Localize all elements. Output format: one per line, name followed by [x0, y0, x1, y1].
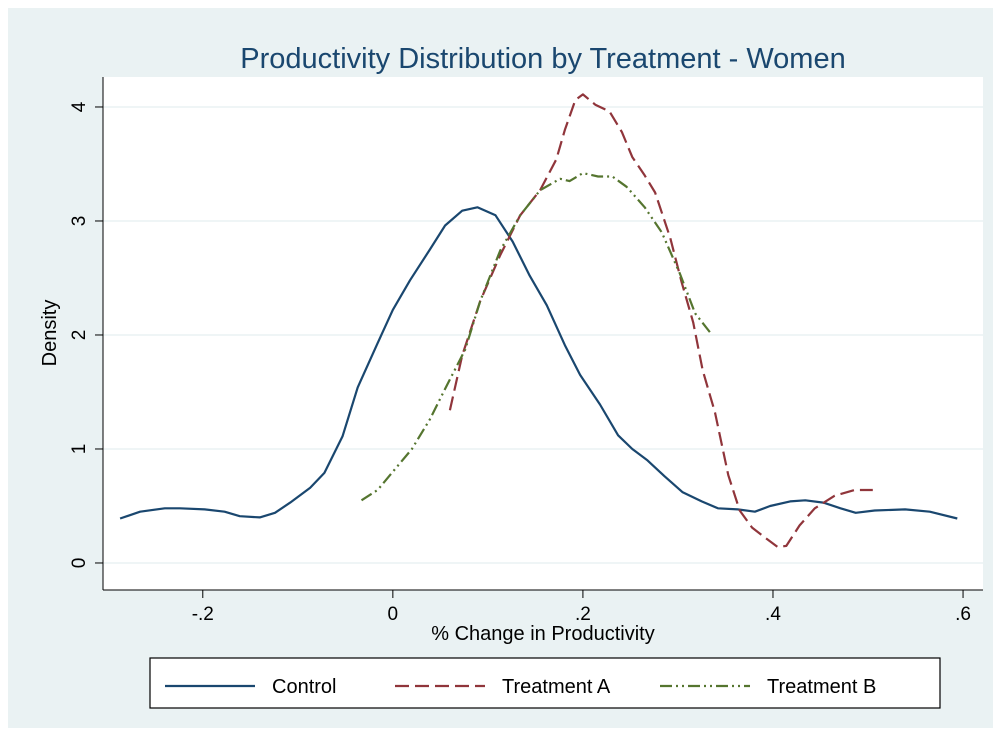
- x-tick-label: -.2: [192, 604, 214, 625]
- y-tick-label: 1: [69, 444, 90, 455]
- x-tick-label: 0: [388, 604, 399, 625]
- series-line: [119, 206, 958, 520]
- chart-title: Productivity Distribution by Treatment -…: [240, 43, 845, 75]
- legend-box: [149, 657, 941, 709]
- legend-label: Control: [272, 676, 336, 698]
- y-tick-label: 0: [69, 558, 90, 569]
- x-tick-label: .6: [955, 604, 971, 625]
- y-axis-label: Density: [39, 300, 61, 367]
- series-line: [448, 93, 873, 549]
- y-tick-label: 3: [69, 216, 90, 227]
- x-tick-label: .4: [765, 604, 781, 625]
- y-tick-label: 4: [69, 101, 90, 112]
- plot-region: [103, 77, 983, 590]
- x-tick-label: .2: [575, 604, 591, 625]
- legend-label: Treatment A: [502, 676, 611, 698]
- x-axis-label: % Change in Productivity: [431, 623, 654, 645]
- y-tick-label: 2: [69, 330, 90, 341]
- series-line: [360, 172, 712, 502]
- legend-label: Treatment B: [767, 676, 876, 698]
